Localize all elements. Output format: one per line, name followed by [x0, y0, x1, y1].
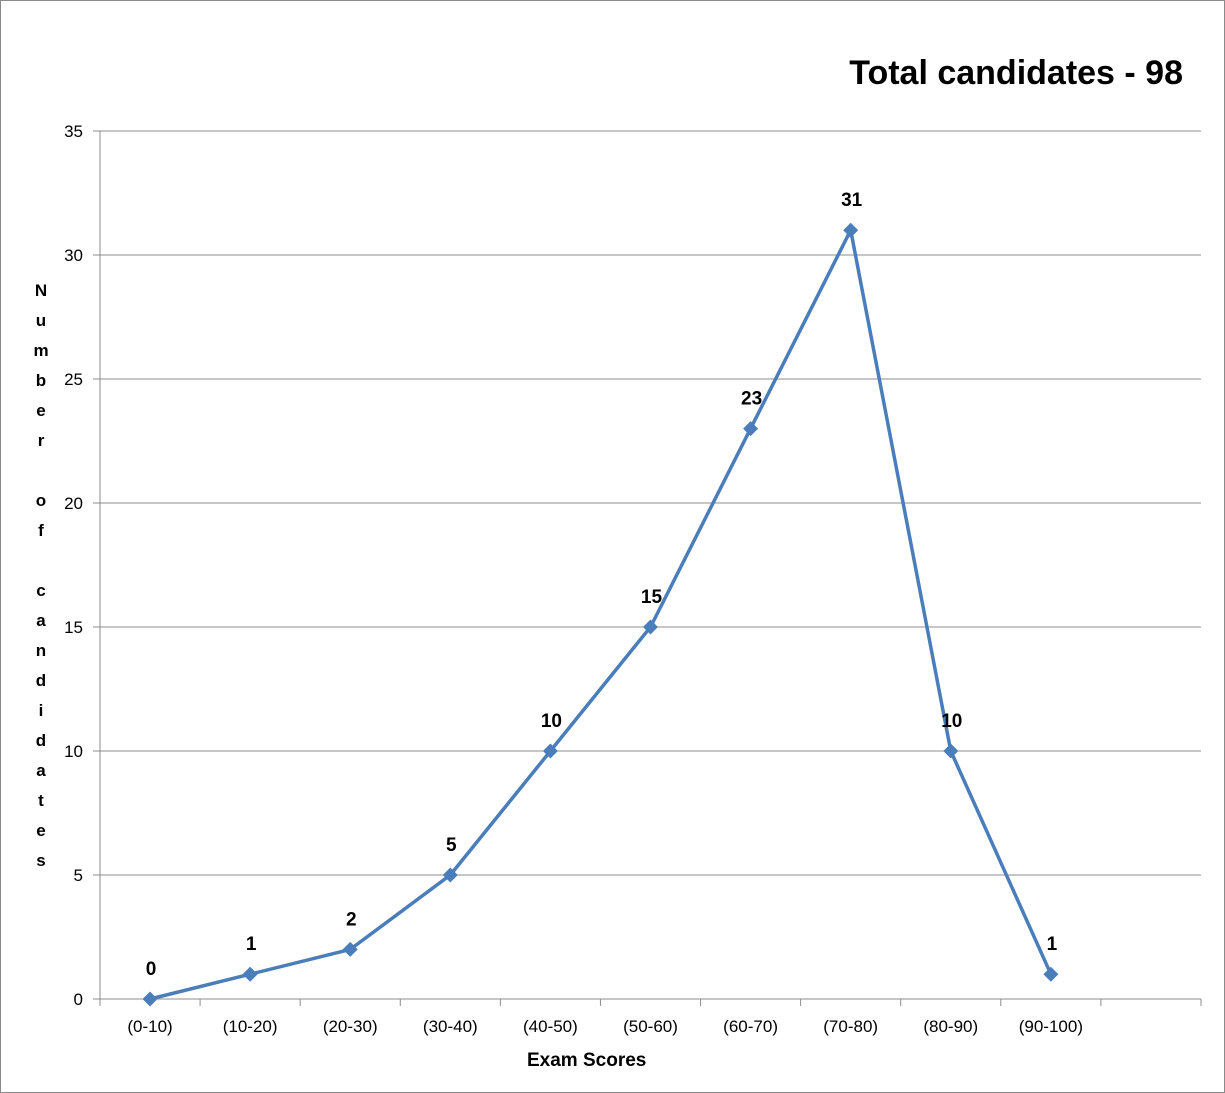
axes	[93, 130, 1202, 1006]
y-tick-label: 20	[64, 494, 83, 513]
y-axis-label-char: c	[36, 581, 46, 600]
y-axis-label-char: a	[36, 761, 46, 780]
x-tick-label: (10-20)	[223, 1017, 278, 1036]
data-point-marker	[1043, 966, 1059, 982]
data-label: 10	[541, 711, 562, 732]
data-series	[142, 222, 1059, 1007]
y-axis-label-char: N	[34, 281, 48, 300]
grid-lines	[100, 130, 1201, 876]
x-tick-label: (20-30)	[323, 1017, 378, 1036]
data-label: 10	[941, 711, 962, 732]
data-point-marker	[843, 222, 859, 238]
y-axis-label-char: u	[35, 311, 47, 330]
data-labels: 0 1 2 5 10 15 23 31 10 1	[146, 190, 1058, 980]
y-axis-label-char: e	[36, 401, 46, 420]
x-tick-label: (60-70)	[723, 1017, 778, 1036]
x-tick-label: (40-50)	[523, 1017, 578, 1036]
y-axis-label-char: n	[35, 641, 47, 660]
data-point-marker	[743, 421, 759, 437]
x-tick-label: (30-40)	[423, 1017, 478, 1036]
y-tick-label: 0	[74, 990, 83, 1009]
y-axis-label-char: d	[35, 671, 47, 690]
y-tick-label: 25	[64, 370, 83, 389]
data-point-marker	[542, 743, 558, 759]
y-axis-label-char: t	[38, 791, 44, 810]
y-axis-label-char: a	[36, 611, 46, 630]
y-tick-label: 5	[74, 866, 83, 885]
data-label: 23	[741, 389, 762, 410]
data-label: 0	[146, 959, 157, 980]
y-axis-label-char: b	[35, 371, 47, 390]
data-label: 31	[841, 190, 863, 211]
chart-title: Total candidates - 98	[849, 54, 1183, 92]
x-axis-label: Exam Scores	[527, 1050, 647, 1071]
y-axis-label-char: f	[38, 521, 44, 540]
data-point-marker	[142, 991, 158, 1007]
y-axis-label-char: i	[38, 701, 44, 720]
y-axis-label-char: m	[33, 341, 49, 360]
data-label: 5	[446, 835, 457, 856]
y-axis-label-char: o	[35, 491, 47, 510]
data-label: 15	[641, 587, 663, 608]
y-tick-label: 35	[64, 122, 83, 141]
x-tick-label: (70-80)	[823, 1017, 878, 1036]
x-tick-label: (0-10)	[127, 1017, 172, 1036]
x-tick-label: (80-90)	[923, 1017, 978, 1036]
x-tick-label: (50-60)	[623, 1017, 678, 1036]
data-label: 1	[1047, 934, 1058, 955]
x-tick-label: (90-100)	[1019, 1017, 1083, 1036]
data-label: 2	[346, 909, 357, 930]
y-tick-label: 10	[64, 742, 83, 761]
data-point-marker	[342, 941, 358, 957]
data-point-marker	[442, 867, 458, 883]
y-axis-label-char: s	[36, 851, 46, 870]
data-label: 1	[246, 934, 257, 955]
y-tick-label: 30	[64, 246, 83, 265]
data-point-marker	[943, 743, 959, 759]
y-axis-label-char: d	[35, 731, 47, 750]
y-tick-label: 15	[64, 618, 83, 637]
y-axis-label-char: r	[37, 431, 45, 450]
data-point-marker	[643, 619, 658, 635]
y-axis-label-char: e	[36, 821, 46, 840]
series-line	[149, 228, 1053, 1001]
data-point-marker	[242, 966, 258, 982]
